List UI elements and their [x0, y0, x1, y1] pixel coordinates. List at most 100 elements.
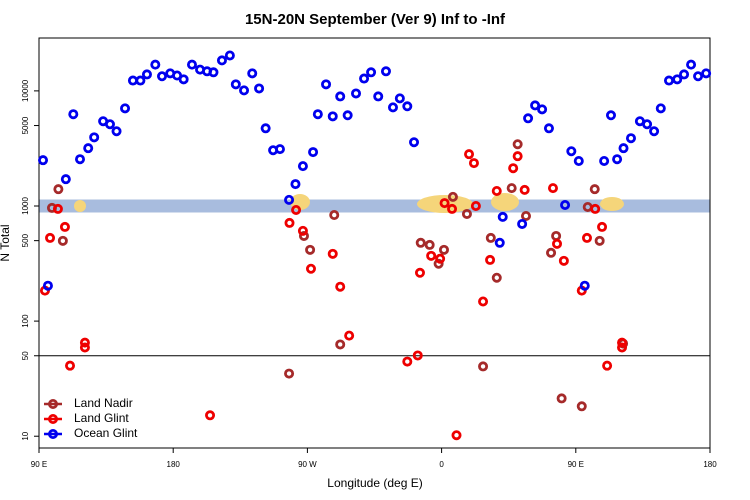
point: [412, 350, 423, 361]
point: [305, 244, 316, 255]
legend-label: Ocean Glint: [74, 426, 138, 440]
point: [530, 100, 541, 111]
point: [556, 393, 567, 404]
point: [576, 401, 587, 412]
point: [517, 218, 528, 229]
plot-frame: [38, 37, 711, 449]
point: [308, 147, 319, 158]
point: [625, 133, 636, 144]
x-tick-label: 0: [439, 460, 444, 469]
point: [415, 237, 426, 248]
point: [547, 183, 558, 194]
y-tick-label: 100: [21, 314, 30, 328]
point: [260, 123, 271, 134]
point: [83, 143, 94, 154]
point: [508, 163, 519, 174]
point: [394, 93, 405, 104]
legend-marker: [48, 413, 59, 424]
point: [402, 101, 413, 112]
point: [649, 126, 660, 137]
series: [38, 50, 712, 291]
point: [512, 151, 523, 162]
point: [478, 296, 489, 307]
point: [79, 342, 90, 353]
x-tick-label: 180: [703, 460, 717, 469]
legend-label: Land Nadir: [74, 396, 133, 410]
point: [344, 330, 355, 341]
point: [208, 67, 219, 78]
point: [589, 184, 600, 195]
point: [135, 75, 146, 86]
y-tick-label: 1000: [21, 197, 30, 215]
point: [617, 337, 628, 348]
point: [672, 74, 683, 85]
point: [284, 217, 295, 228]
point: [52, 203, 63, 214]
point: [89, 132, 100, 143]
point: [402, 356, 413, 367]
point: [297, 161, 308, 172]
point: [351, 88, 362, 99]
point: [602, 360, 613, 371]
point: [150, 59, 161, 70]
point: [335, 281, 346, 292]
chart-title: 15N-20N September (Ver 9) Inf to -Inf: [245, 11, 506, 28]
point: [433, 258, 444, 269]
legend-label: Land Glint: [74, 411, 129, 425]
point: [230, 79, 241, 90]
point: [75, 154, 86, 165]
point: [329, 210, 340, 221]
point: [512, 139, 523, 150]
point: [438, 244, 449, 255]
point: [414, 267, 425, 278]
point: [284, 194, 295, 205]
series: [39, 149, 628, 441]
point: [380, 66, 391, 77]
point: [327, 111, 338, 122]
point: [216, 55, 227, 66]
point: [478, 361, 489, 372]
point: [291, 204, 302, 215]
point: [693, 71, 704, 82]
point: [447, 191, 458, 202]
point: [617, 342, 628, 353]
point: [519, 184, 530, 195]
point: [520, 210, 531, 221]
point: [597, 221, 608, 232]
point: [290, 179, 301, 190]
point: [558, 255, 569, 266]
point: [79, 337, 90, 348]
point: [53, 184, 64, 195]
point: [321, 79, 332, 90]
point: [439, 198, 450, 209]
point: [59, 221, 70, 232]
x-axis-label: Longitude (deg E): [327, 476, 422, 490]
point: [537, 104, 548, 115]
x-tick-label: 90 W: [298, 460, 317, 469]
point: [120, 103, 131, 114]
point: [491, 272, 502, 283]
point: [409, 137, 420, 148]
point: [546, 247, 557, 258]
point: [68, 109, 79, 120]
point: [297, 225, 308, 236]
point: [45, 232, 56, 243]
point: [594, 235, 605, 246]
point: [239, 85, 250, 96]
point: [274, 144, 285, 155]
yellow-patches: [74, 193, 624, 213]
legend-marker: [48, 428, 59, 439]
point: [335, 339, 346, 350]
point: [298, 230, 309, 241]
point: [523, 113, 534, 124]
point: [506, 183, 517, 194]
point: [424, 239, 435, 250]
point: [491, 185, 502, 196]
point: [573, 155, 584, 166]
x-tick-label: 180: [167, 460, 181, 469]
point: [599, 155, 610, 166]
point: [663, 75, 674, 86]
point: [111, 126, 122, 137]
y-axis-label: N Total: [0, 224, 12, 261]
